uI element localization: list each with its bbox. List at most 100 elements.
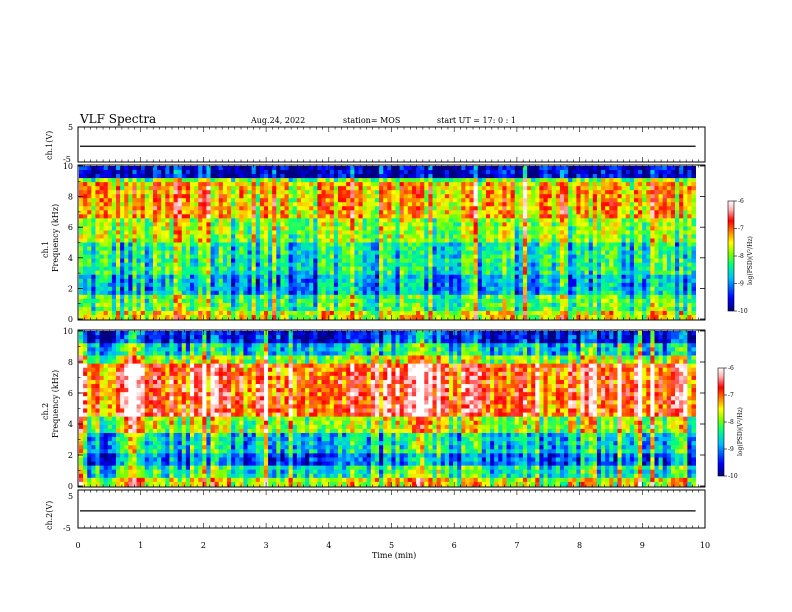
spectrogram-cell: [592, 310, 598, 316]
spectrogram-cell: [243, 218, 248, 223]
spectrogram-cell: [255, 230, 261, 235]
spectrogram-cell: [350, 202, 355, 207]
spectrogram-cell: [263, 170, 269, 175]
spectrogram-cell: [506, 298, 512, 304]
spectrogram-cell: [613, 206, 618, 211]
spectrogram-cell: [136, 178, 142, 183]
spectrogram-cell: [116, 166, 121, 171]
spectrogram-cell: [420, 210, 425, 215]
spectrogram-cell: [440, 246, 446, 251]
spectrogram-cell: [263, 282, 269, 288]
spectrogram-cell: [173, 226, 179, 231]
spectrogram-cell: [457, 278, 462, 284]
spectrogram-cell: [379, 226, 384, 231]
spectrogram-cell: [592, 182, 598, 187]
spectrogram-cell: [325, 238, 331, 243]
spectrogram-cell: [235, 266, 240, 272]
spectrogram-cell: [531, 254, 536, 260]
spectrogram-cell: [309, 286, 314, 292]
spectrogram-cell: [317, 294, 322, 300]
spectrogram-cell: [288, 234, 294, 239]
spectrogram-cell: [411, 302, 417, 308]
spectrogram-cell: [551, 274, 557, 280]
spectrogram-cell: [580, 242, 586, 247]
spectrogram-cell: [313, 218, 318, 223]
spectrogram-cell: [350, 306, 355, 312]
spectrogram-cell: [535, 278, 540, 284]
spectrogram-cell: [136, 278, 142, 284]
spectrogram-cell: [592, 302, 598, 308]
spectrogram-cell: [444, 286, 450, 292]
spectrogram-cell: [485, 258, 491, 264]
spectrogram-cell: [120, 198, 125, 203]
spectrogram-cell: [292, 170, 298, 175]
spectrogram-cell: [457, 214, 462, 219]
spectrogram-cell: [469, 278, 475, 284]
spectrogram-cell: [202, 266, 207, 272]
spectrogram-cell: [222, 310, 228, 316]
spectrogram-cell: [321, 226, 327, 231]
spectrogram-cell: [551, 234, 557, 239]
spectrogram-cell: [235, 298, 240, 304]
spectrogram-cell: [465, 258, 470, 264]
spectrogram-cell: [91, 202, 96, 207]
spectrogram-cell: [481, 174, 487, 179]
spectrogram-cell: [91, 314, 96, 320]
spectrogram-cell: [510, 206, 516, 211]
spectrogram-cell: [309, 266, 314, 272]
spectrogram-cell: [185, 198, 191, 203]
spectrogram-cell: [448, 278, 454, 284]
ch1-spectrogram-image: [79, 166, 696, 320]
spectrogram-cell: [255, 310, 261, 316]
spectrogram-cell: [354, 266, 359, 272]
spectrogram-cell: [91, 258, 96, 264]
spectrogram-cell: [485, 210, 491, 215]
spectrogram-cell: [189, 198, 195, 203]
spectrogram-cell: [432, 178, 438, 183]
spectrogram-cell: [547, 270, 553, 276]
spectrogram-cell: [399, 194, 405, 199]
spectrogram-cell: [296, 182, 302, 187]
spectrogram-cell: [185, 274, 191, 280]
spectrogram-cell: [198, 286, 203, 292]
spectrogram-cell: [555, 226, 561, 231]
spectrogram-cell: [157, 234, 162, 239]
spectrogram-cell: [239, 230, 244, 235]
spectrogram-cell: [473, 306, 479, 312]
spectrogram-cell: [317, 218, 322, 223]
spectrogram-cell: [580, 302, 586, 308]
spectrogram-cell: [588, 290, 594, 296]
spectrogram-cell: [259, 310, 265, 316]
spectrogram-cell: [354, 298, 359, 304]
spectrogram-cell: [502, 210, 507, 215]
spectrogram-cell: [448, 234, 454, 239]
spectrogram-cell: [292, 278, 298, 284]
spectrogram-cell: [296, 234, 302, 239]
spectrogram-cell: [609, 166, 614, 171]
spectrogram-cell: [263, 294, 269, 300]
spectrogram-cell: [107, 282, 113, 288]
spectrogram-cell: [555, 246, 561, 251]
spectrogram-cell: [173, 246, 179, 251]
spectrogram-cell: [395, 294, 401, 300]
spectrogram-cell: [99, 214, 105, 219]
spectrogram-cell: [337, 202, 343, 207]
spectrogram-cell: [350, 230, 355, 235]
spectrogram-cell: [243, 274, 248, 280]
spectrogram-cell: [473, 186, 479, 191]
spectrogram-cell: [605, 234, 610, 239]
spectrogram-cell: [309, 226, 314, 231]
spectrogram-cell: [428, 306, 433, 312]
spectrogram-cell: [346, 246, 351, 251]
spectrogram-cell: [185, 306, 191, 312]
spectrogram-cell: [539, 258, 544, 264]
spectrogram-cell: [605, 254, 610, 260]
spectrogram-cell: [584, 294, 590, 300]
spectrogram-cell: [169, 178, 174, 183]
spectrogram-cell: [255, 266, 261, 272]
spectrogram-cell: [535, 250, 540, 255]
spectrogram-cell: [399, 246, 405, 251]
spectrogram-cell: [522, 294, 528, 300]
spectrogram-cell: [609, 274, 614, 280]
